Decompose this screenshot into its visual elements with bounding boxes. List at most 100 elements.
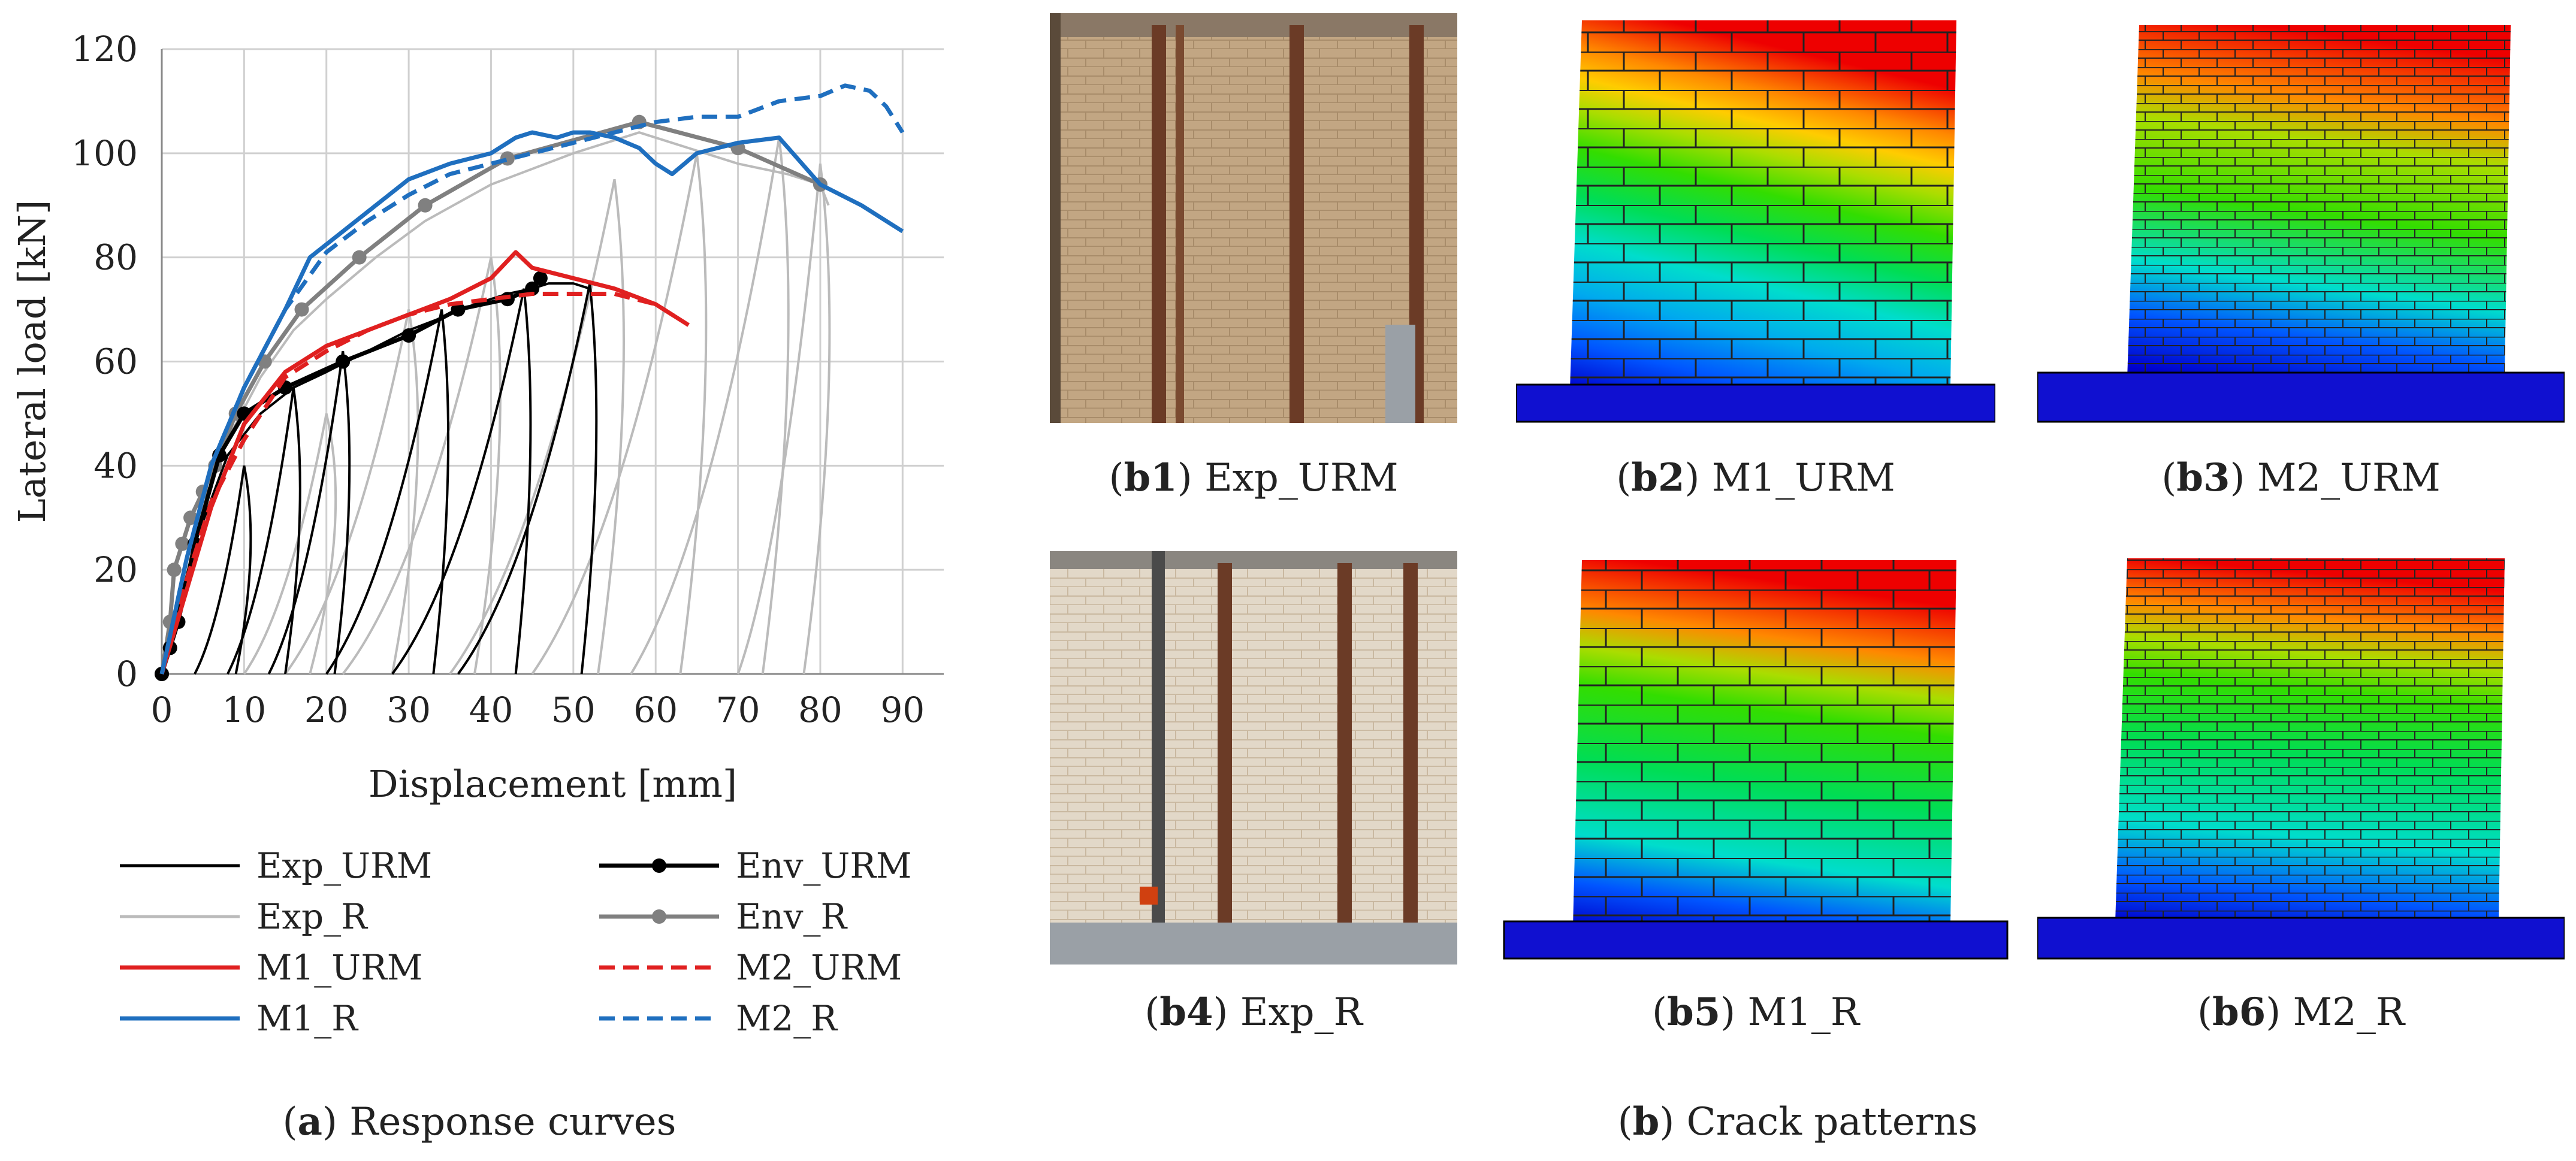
- caption-b5: (b5) M1_R: [1652, 990, 1859, 1035]
- photo-exp-r: [1050, 551, 1457, 965]
- legend-line-m1-urm: [120, 965, 240, 970]
- legend-label-m2-r: M2_R: [736, 998, 837, 1039]
- fe-model-m2-r-drawing: [2037, 558, 2565, 960]
- caption-b2: (b2) M1_URM: [1616, 455, 1895, 500]
- legend-exp-r: Exp_R: [120, 893, 367, 941]
- legend-m2-r: M2_R: [599, 994, 837, 1042]
- series-point-env-urm-8: [401, 328, 416, 343]
- legend-line-env-urm: [599, 858, 719, 873]
- exp-r-loop-0: [243, 413, 337, 675]
- caption-b5-label: b5: [1666, 990, 1721, 1035]
- caption-a-open: (: [282, 1100, 298, 1144]
- y-tick-label-4: 80: [93, 237, 138, 278]
- x-tick-label-0: 0: [151, 690, 173, 730]
- x-tick-label-2: 20: [304, 690, 349, 730]
- series-point-env-r-10: [352, 250, 367, 265]
- exp-urm-loop-2: [267, 350, 351, 675]
- x-tick-label-8: 80: [798, 690, 842, 730]
- y-tick-label-0: 0: [116, 654, 138, 694]
- legend-label-m1-urm: M1_URM: [256, 947, 423, 988]
- caption-b6: (b6) M2_R: [2197, 990, 2405, 1035]
- y-tick-label-1: 20: [93, 549, 138, 590]
- series-point-env-urm-7: [336, 354, 351, 369]
- photo-exp-urm-drawing: [1050, 13, 1457, 423]
- legend-label-env-urm: Env_URM: [736, 845, 912, 886]
- caption-b6-label: b6: [2212, 990, 2266, 1035]
- caption-a-label: a: [297, 1099, 322, 1144]
- y-tick-label-3: 60: [93, 341, 138, 382]
- series-point-env-r-3: [175, 536, 190, 551]
- legend-label-m2-urm: M2_URM: [736, 947, 902, 988]
- caption-b3: (b3) M2_URM: [2161, 455, 2441, 500]
- caption-b4: (b4) Exp_R: [1144, 990, 1363, 1035]
- series-line-m1-r: [159, 130, 904, 675]
- caption-b6-text: ) M2_R: [2266, 990, 2405, 1035]
- series-point-env-r-12: [500, 151, 515, 166]
- series-point-env-r-4: [183, 510, 198, 525]
- x-tick-label-7: 70: [716, 690, 760, 730]
- fe-model-m2-r: [2037, 551, 2565, 965]
- series-line-m2-urm: [159, 292, 682, 675]
- exp-urm-loop-0: [194, 465, 252, 675]
- legend-line-m2-urm: [599, 965, 719, 970]
- series-point-env-urm-9: [451, 302, 466, 317]
- legend-line-m1-r: [120, 1016, 240, 1021]
- legend-label-env-r: Env_R: [736, 896, 847, 937]
- caption-b3-text: ) M2_URM: [2230, 456, 2441, 500]
- caption-b1: (b1) Exp_URM: [1109, 455, 1399, 500]
- legend-line-exp-urm: [120, 864, 240, 867]
- exp-r-loop-5: [630, 137, 790, 675]
- caption-b3-label: b3: [2176, 455, 2230, 500]
- series-point-env-r-2: [167, 563, 182, 578]
- photo-exp-urm: [1050, 13, 1457, 423]
- fe-model-m1-urm: [1516, 13, 1995, 427]
- caption-b1-text: ) Exp_URM: [1177, 456, 1399, 500]
- series-line-exp-urm: [161, 282, 590, 675]
- legend-env-r: Env_R: [599, 893, 847, 941]
- response-curves-chart: 0 20 40 60 80 100 120 0 10 20 30 40 50 60 70 80 90 Displa…: [10, 29, 944, 806]
- caption-b2-text: ) M1_URM: [1684, 456, 1895, 500]
- x-tick-label-5: 50: [551, 690, 596, 730]
- exp-r-loop-6: [736, 163, 831, 675]
- exp-urm-loop-3: [325, 309, 450, 675]
- y-axis-label: Lateral load [kN]: [10, 200, 54, 524]
- fe-model-m1-r: [1498, 551, 2013, 965]
- legend-line-m2-r: [599, 1016, 719, 1021]
- x-tick-label-4: 40: [469, 690, 514, 730]
- caption-b-label: b: [1632, 1099, 1660, 1144]
- legend-label-exp-r: Exp_R: [256, 896, 367, 937]
- series-line-m1-urm: [159, 250, 690, 675]
- series-point-env-r-9: [294, 302, 309, 317]
- exp-urm-loop-1: [227, 387, 301, 675]
- legend-label-m1-r: M1_R: [256, 998, 358, 1039]
- legend-line-env-r: [599, 909, 719, 924]
- series-line-env-r: [159, 120, 822, 675]
- y-tick-label-6: 120: [71, 29, 138, 69]
- series-point-env-r-11: [418, 198, 433, 213]
- caption-b: (b) Crack patterns: [1498, 1099, 2097, 1144]
- legend-m2-urm: M2_URM: [599, 944, 902, 991]
- fe-model-m2-urm-drawing: [2037, 25, 2565, 423]
- y-tick-label-2: 40: [93, 445, 138, 486]
- x-tick-label-1: 10: [222, 690, 266, 730]
- caption-b4-text: ) Exp_R: [1213, 990, 1363, 1035]
- exp-r-loop-2: [342, 257, 502, 675]
- legend-m1-r: M1_R: [120, 994, 358, 1042]
- exp-urm-loop-4: [391, 288, 532, 675]
- caption-b4-label: b4: [1159, 990, 1213, 1035]
- legend-label-exp-urm: Exp_URM: [256, 845, 433, 886]
- chart-legend: Exp_URM Env_URM Exp_R Env_R M1_URM M2_UR…: [120, 842, 941, 1051]
- legend-exp-urm: Exp_URM: [120, 842, 432, 890]
- fe-model-m2-urm: [2037, 13, 2565, 427]
- x-axis-label: Displacement [mm]: [369, 762, 737, 806]
- legend-env-urm: Env_URM: [599, 842, 911, 890]
- series-point-env-urm-12: [533, 271, 548, 286]
- legend-m1-urm: M1_URM: [120, 944, 422, 991]
- x-tick-label-9: 90: [880, 690, 925, 730]
- caption-a-text: ) Response curves: [322, 1100, 677, 1144]
- caption-b-text: ) Crack patterns: [1659, 1100, 1978, 1144]
- caption-b-open: (: [1617, 1100, 1633, 1144]
- caption-a: (a) Response curves: [180, 1099, 779, 1144]
- photo-exp-r-drawing: [1050, 551, 1457, 965]
- y-tick-label-5: 100: [71, 133, 138, 174]
